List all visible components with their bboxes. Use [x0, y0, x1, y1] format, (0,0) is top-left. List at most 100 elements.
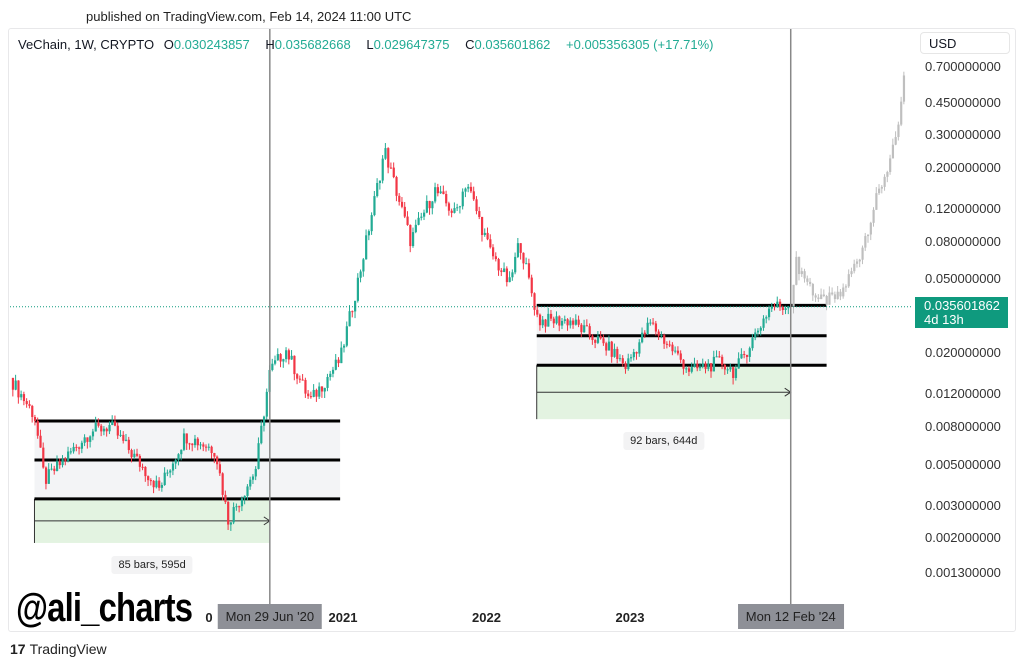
projection-candle	[866, 234, 870, 237]
candle	[580, 324, 583, 333]
candle	[100, 425, 103, 432]
candle	[549, 313, 553, 319]
candle	[525, 263, 528, 265]
candle	[78, 447, 81, 449]
candle	[710, 363, 713, 372]
candle	[447, 203, 451, 211]
candle	[599, 336, 602, 339]
candle	[293, 355, 296, 375]
candle	[89, 436, 92, 442]
candle	[572, 320, 575, 325]
candle	[693, 363, 696, 368]
candle	[461, 191, 464, 207]
candle	[80, 442, 84, 449]
candle	[698, 366, 702, 369]
projection-candle	[869, 222, 872, 235]
candle	[367, 231, 371, 236]
price-tick: 0.450000000	[925, 94, 1001, 110]
candle	[301, 379, 304, 381]
tradingview-logo[interactable]: 17 TradingView	[10, 641, 107, 657]
candle	[160, 485, 164, 488]
candle	[191, 443, 194, 446]
candle	[445, 194, 448, 204]
last-price: 0.035601862	[924, 298, 1000, 313]
chart-pane[interactable]	[8, 28, 1016, 632]
candle	[33, 417, 37, 421]
candle	[323, 387, 326, 392]
projection-candle	[792, 284, 795, 307]
projection-candle	[886, 172, 889, 177]
projection-candle	[900, 101, 903, 125]
candle	[373, 196, 376, 216]
candle	[767, 308, 771, 318]
candle	[94, 422, 97, 432]
price-tick: 0.120000000	[925, 200, 1001, 216]
candle	[751, 337, 754, 349]
candle	[765, 317, 768, 319]
candle	[207, 446, 210, 448]
candle	[732, 367, 735, 378]
currency-button[interactable]: USD	[920, 32, 1010, 54]
time-tick: 2021	[328, 610, 358, 625]
candle	[133, 453, 136, 458]
price-tick: 0.080000000	[925, 233, 1001, 249]
candle	[39, 435, 42, 448]
projection-candle	[803, 271, 806, 279]
candle	[585, 325, 589, 327]
candle	[376, 183, 379, 197]
candle	[610, 341, 613, 357]
candle	[42, 447, 45, 468]
candle	[646, 322, 649, 335]
candle	[53, 468, 56, 471]
candle	[69, 451, 72, 453]
candle	[136, 453, 139, 456]
candle	[238, 506, 241, 508]
price-tick: 0.300000000	[925, 127, 1001, 143]
candle	[721, 356, 724, 365]
candle	[365, 235, 368, 260]
projection-candle	[878, 188, 881, 194]
candle	[271, 363, 274, 370]
candle	[169, 470, 172, 473]
candle	[773, 305, 776, 307]
candle	[668, 344, 671, 346]
price-tick: 0.002000000	[925, 530, 1001, 546]
price-tick: 0.012000000	[925, 386, 1001, 402]
candle	[83, 437, 86, 443]
candle	[635, 352, 638, 354]
candle	[124, 439, 128, 441]
candle	[425, 200, 428, 213]
candle	[307, 393, 310, 397]
candle	[298, 378, 302, 380]
candle	[552, 318, 555, 324]
candle	[331, 369, 335, 374]
price-tick: 0.003000000	[925, 497, 1001, 513]
candle	[654, 323, 658, 332]
candle	[723, 364, 727, 370]
candle	[334, 359, 337, 370]
candle	[472, 191, 475, 200]
candle	[527, 263, 531, 278]
candle	[442, 191, 445, 195]
projection-candle	[847, 274, 850, 287]
price-tick: 0.200000000	[925, 159, 1001, 175]
candle	[621, 358, 624, 364]
candle	[64, 459, 67, 461]
candle	[326, 377, 329, 388]
candle	[58, 461, 61, 466]
price-tick: 0.050000000	[925, 271, 1001, 287]
candle	[663, 335, 666, 344]
candle	[202, 444, 205, 447]
candle	[503, 268, 506, 273]
candle	[505, 268, 509, 283]
symbol-label[interactable]: VeChain, 1W, CRYPTO	[18, 37, 155, 52]
candle	[17, 380, 20, 398]
candle	[403, 206, 406, 217]
candle	[166, 472, 169, 474]
candle	[759, 327, 762, 331]
candle	[210, 446, 213, 454]
range-label: 92 bars, 644d	[623, 432, 705, 451]
ohlc-legend: VeChain, 1W, CRYPTO O0.030243857 H0.0356…	[18, 37, 720, 52]
candle	[480, 216, 484, 235]
